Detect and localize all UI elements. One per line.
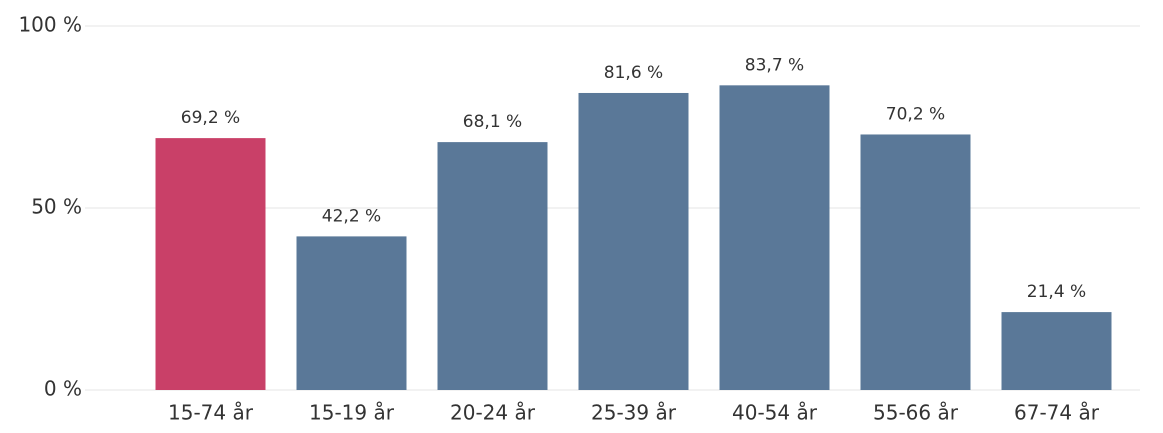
x-tick-label: 15-74 år — [168, 401, 254, 425]
value-label: 69,2 % — [181, 108, 240, 128]
bar — [437, 142, 548, 390]
bar — [719, 85, 830, 390]
bar — [578, 92, 689, 390]
value-label: 21,4 % — [1027, 282, 1086, 302]
bar — [296, 236, 407, 390]
value-label: 70,2 % — [886, 104, 945, 124]
bar — [1001, 312, 1112, 390]
x-tick-label: 15-19 år — [309, 401, 395, 425]
bar — [155, 138, 266, 390]
x-tick-label: 55-66 år — [873, 401, 959, 425]
x-tick-label: 67-74 år — [1014, 401, 1100, 425]
bar — [860, 134, 971, 390]
x-tick-label: 25-39 år — [591, 401, 677, 425]
y-tick-label: 100 % — [18, 13, 82, 37]
value-label: 81,6 % — [604, 63, 663, 83]
value-label: 42,2 % — [322, 206, 381, 226]
x-tick-label: 40-54 år — [732, 401, 818, 425]
value-label: 83,7 % — [745, 55, 804, 75]
x-tick-label: 20-24 år — [450, 401, 536, 425]
y-tick-label: 50 % — [31, 195, 82, 219]
y-tick-label: 0 % — [44, 377, 82, 401]
value-label: 68,1 % — [463, 112, 522, 132]
